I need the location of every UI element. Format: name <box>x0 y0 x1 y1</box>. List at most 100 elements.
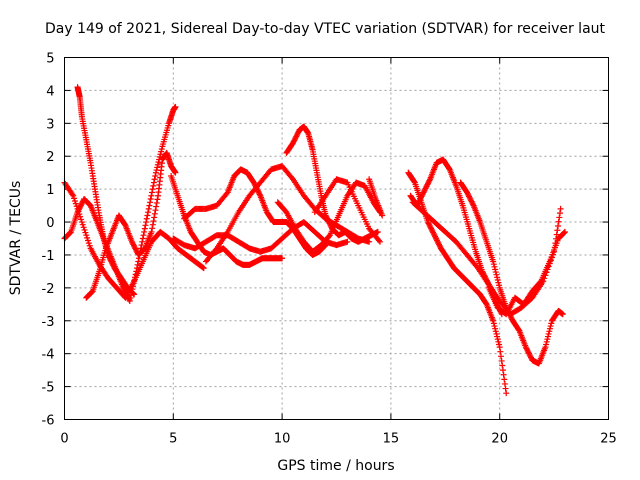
y-tick-label: 1 <box>46 183 54 198</box>
data-point <box>548 320 555 327</box>
series-sat-l <box>405 169 510 397</box>
series-sat-d <box>83 149 179 301</box>
data-point <box>555 222 562 229</box>
data-point <box>83 232 90 239</box>
data-point <box>141 225 148 232</box>
data-point <box>151 210 158 217</box>
data-point <box>416 197 423 204</box>
data-point <box>469 199 476 206</box>
data-point <box>379 212 386 219</box>
data-point <box>293 133 300 140</box>
data-point <box>426 177 433 184</box>
data-point <box>108 259 115 266</box>
data-point <box>291 136 298 143</box>
y-tick-label: -4 <box>42 348 55 363</box>
data-point <box>85 237 92 244</box>
data-point <box>151 176 158 183</box>
y-tick-label: 4 <box>46 84 54 99</box>
series-sat-n <box>409 199 564 318</box>
data-point <box>546 325 553 332</box>
data-point <box>502 385 509 392</box>
data-point <box>289 140 296 147</box>
x-tick-label: 20 <box>491 432 508 447</box>
data-point <box>150 179 157 186</box>
data-point <box>143 219 150 226</box>
data-point <box>466 193 473 200</box>
data-point <box>493 271 500 278</box>
data-point <box>545 330 552 337</box>
series-sat-c <box>61 179 207 301</box>
y-tick-label: -2 <box>42 282 55 297</box>
data-point <box>497 348 504 355</box>
data-point <box>492 325 499 332</box>
data-point <box>490 258 497 265</box>
y-tick-label: -1 <box>42 249 55 264</box>
data-point <box>144 212 151 219</box>
data-point <box>130 242 137 249</box>
data-point <box>327 221 334 228</box>
data-point <box>421 188 428 195</box>
data-point <box>325 217 332 224</box>
data-point <box>80 224 87 231</box>
data-point <box>420 189 427 196</box>
y-axis-label: SDTVAR / TECUs <box>8 181 24 296</box>
data-point <box>322 212 329 219</box>
series-sat-o <box>457 179 566 367</box>
data-point <box>66 230 73 237</box>
data-point <box>496 341 503 348</box>
data-point <box>543 341 550 348</box>
data-point <box>374 228 381 235</box>
y-tick-label: -3 <box>42 315 55 330</box>
data-point <box>106 255 113 262</box>
data-point <box>421 186 428 193</box>
data-point <box>153 199 160 206</box>
data-point <box>291 137 298 144</box>
data-point <box>499 362 506 369</box>
data-point <box>85 240 92 247</box>
data-point <box>492 269 499 276</box>
data-point <box>556 214 563 221</box>
data-point <box>70 192 77 199</box>
data-point <box>131 291 138 298</box>
data-point <box>560 230 567 237</box>
data-point <box>468 198 475 205</box>
data-point <box>508 315 515 322</box>
data-point <box>496 282 503 289</box>
data-point <box>425 178 432 185</box>
data-point <box>428 226 435 233</box>
data-point <box>499 367 506 374</box>
data-point <box>256 191 263 198</box>
data-point <box>86 242 93 249</box>
data-point <box>148 189 155 196</box>
data-point <box>152 169 159 176</box>
data-point <box>172 169 179 176</box>
data-point <box>323 213 330 220</box>
chart-title: Day 149 of 2021, Sidereal Day-to-day VTE… <box>45 21 606 37</box>
data-point <box>132 246 139 253</box>
data-point <box>432 233 439 240</box>
data-point <box>76 211 83 218</box>
data-point <box>494 276 501 283</box>
data-point <box>74 205 81 212</box>
data-point <box>507 312 514 319</box>
data-point <box>427 224 434 231</box>
data-point <box>325 219 332 226</box>
x-tick-label: 0 <box>60 432 68 447</box>
data-point <box>79 221 86 228</box>
data-point <box>542 344 549 351</box>
data-point <box>139 238 146 245</box>
data-point <box>498 357 505 364</box>
data-point <box>139 235 146 242</box>
data-point <box>464 190 471 197</box>
data-point <box>84 234 91 241</box>
data-point <box>494 274 501 281</box>
data-point <box>78 219 85 226</box>
data-point <box>491 323 498 330</box>
data-point <box>130 241 137 248</box>
y-tick-label: 2 <box>46 150 54 165</box>
data-point <box>148 228 155 235</box>
y-tick-label: 0 <box>46 216 54 231</box>
data-point <box>326 220 333 227</box>
data-point <box>426 221 433 228</box>
